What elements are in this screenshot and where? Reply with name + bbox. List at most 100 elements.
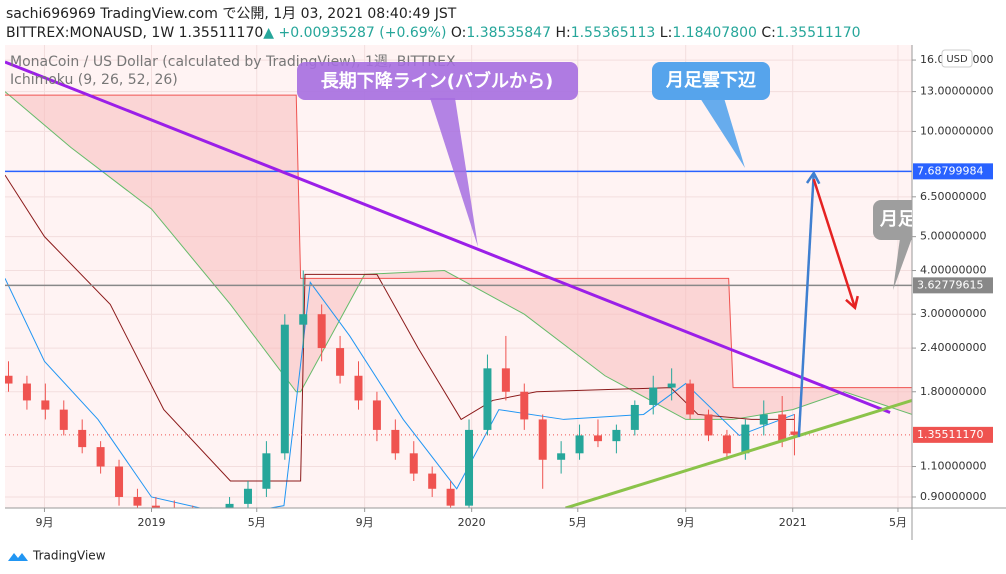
trend-line <box>565 398 912 508</box>
price: 1.35511170 <box>179 25 264 41</box>
x-tick-label: 5月 <box>889 516 907 529</box>
arrow-head <box>845 295 859 311</box>
arrow-head <box>805 170 821 185</box>
kijun-line <box>5 174 795 482</box>
h-label: H: <box>555 25 570 41</box>
candle-body <box>790 431 799 435</box>
x-tick-label: 2019 <box>137 516 165 529</box>
candle-body <box>630 404 639 430</box>
candle-body <box>428 473 437 489</box>
candle-body <box>280 324 289 454</box>
y-tick-label: 1.10000000 <box>920 460 986 473</box>
candle-body <box>501 368 510 392</box>
candle-body <box>520 391 529 420</box>
candle-body <box>372 400 381 430</box>
candle-body <box>133 496 142 506</box>
callout-blue: 月足雲下辺 <box>652 62 770 168</box>
l-value: 1.18407800 <box>672 25 757 41</box>
y-tick-label: 10.00000000 <box>920 124 993 137</box>
price-label: 1.35511170 <box>917 428 983 441</box>
candle-body <box>22 383 31 401</box>
candle-body <box>649 387 658 405</box>
candle-body <box>207 515 215 519</box>
callout-gray: 月足 <box>873 200 916 290</box>
price-label: 3.62779615 <box>917 278 983 291</box>
candle-body <box>41 400 50 410</box>
y-tick-label: 5.00000000 <box>920 230 986 243</box>
currency-badge[interactable] <box>941 49 973 68</box>
callout-text: 月足雲下辺 <box>665 70 756 91</box>
brand: TradingView <box>32 549 106 563</box>
candle-body <box>741 424 750 454</box>
o-value: 1.38535847 <box>466 25 551 41</box>
x-tick-label: 2020 <box>458 516 486 529</box>
y-tick-label: 1.80000000 <box>920 385 986 398</box>
candle-body <box>170 511 178 515</box>
x-tick-label: 2021 <box>779 516 807 529</box>
candle-body <box>317 314 326 349</box>
candle-body <box>299 314 308 325</box>
candle-body <box>612 429 621 442</box>
candle-body <box>409 453 418 474</box>
candle-body <box>593 435 602 442</box>
candle-body <box>225 503 234 508</box>
x-tick-label: 9月 <box>356 516 374 529</box>
x-tick-label: 9月 <box>35 516 53 529</box>
candle-body <box>78 429 87 448</box>
currency: USD <box>946 54 968 65</box>
c-label: C: <box>761 25 776 41</box>
candle-body <box>465 429 474 506</box>
plot <box>5 45 912 519</box>
candle-body <box>557 453 566 460</box>
candle-body <box>354 375 363 401</box>
price-label-box <box>913 426 993 443</box>
candle-body <box>483 368 492 430</box>
o-label: O: <box>451 25 467 41</box>
callout-box <box>873 200 912 240</box>
candle-body <box>5 375 13 384</box>
callout-box <box>297 62 578 100</box>
candle-body <box>336 348 345 376</box>
candle-body <box>686 383 695 415</box>
c-value: 1.35511170 <box>776 25 861 41</box>
price-label-box <box>913 277 993 294</box>
legend-indicator: Ichimoku (9, 26, 52, 26) <box>10 72 178 88</box>
callout-box <box>652 62 770 100</box>
x-tick-label: 9月 <box>677 516 695 529</box>
price-label: 7.68799984 <box>917 164 983 177</box>
candle-body <box>151 505 160 508</box>
candle-body <box>262 453 271 489</box>
callout-pointer <box>430 98 478 247</box>
logo <box>8 553 28 561</box>
x-tick-label: 5月 <box>248 516 266 529</box>
symbol: BITTREX:MONAUSD, 1W <box>6 25 174 41</box>
candle-body <box>115 466 124 497</box>
candle-body <box>704 414 713 436</box>
arrow-shaft <box>812 178 857 309</box>
candle-body <box>778 414 787 442</box>
candle-body <box>667 383 676 388</box>
candle-body <box>243 488 252 504</box>
candle-body <box>722 435 731 454</box>
ichimoku-cloud <box>5 91 912 420</box>
y-tick-label: 13.00000000 <box>920 85 993 98</box>
x-tick-label: 5月 <box>569 516 587 529</box>
callout-text: 長期下降ライン(バブルから) <box>321 70 553 92</box>
candle-body <box>189 515 197 519</box>
y-tick-label: 4.00000000 <box>920 264 986 277</box>
arrow-shaft <box>797 173 816 438</box>
h-value: 1.55365113 <box>571 25 656 41</box>
y-tick-label: 0.90000000 <box>920 490 986 503</box>
candle-body <box>391 429 400 454</box>
callout-purple: 長期下降ライン(バブルから) <box>297 62 578 247</box>
candle-body <box>538 419 547 460</box>
callout-text: 月足 <box>879 209 916 230</box>
candle-body <box>59 409 68 430</box>
candle-body <box>759 414 768 425</box>
l-label: L: <box>660 25 673 41</box>
candle-body <box>96 447 105 467</box>
publish-info: sachi696969 TradingView.com で公開, 1月 03, … <box>6 6 457 22</box>
quote-line: BITTREX:MONAUSD, 1W 1.35511170▲ +0.00935… <box>6 25 861 41</box>
